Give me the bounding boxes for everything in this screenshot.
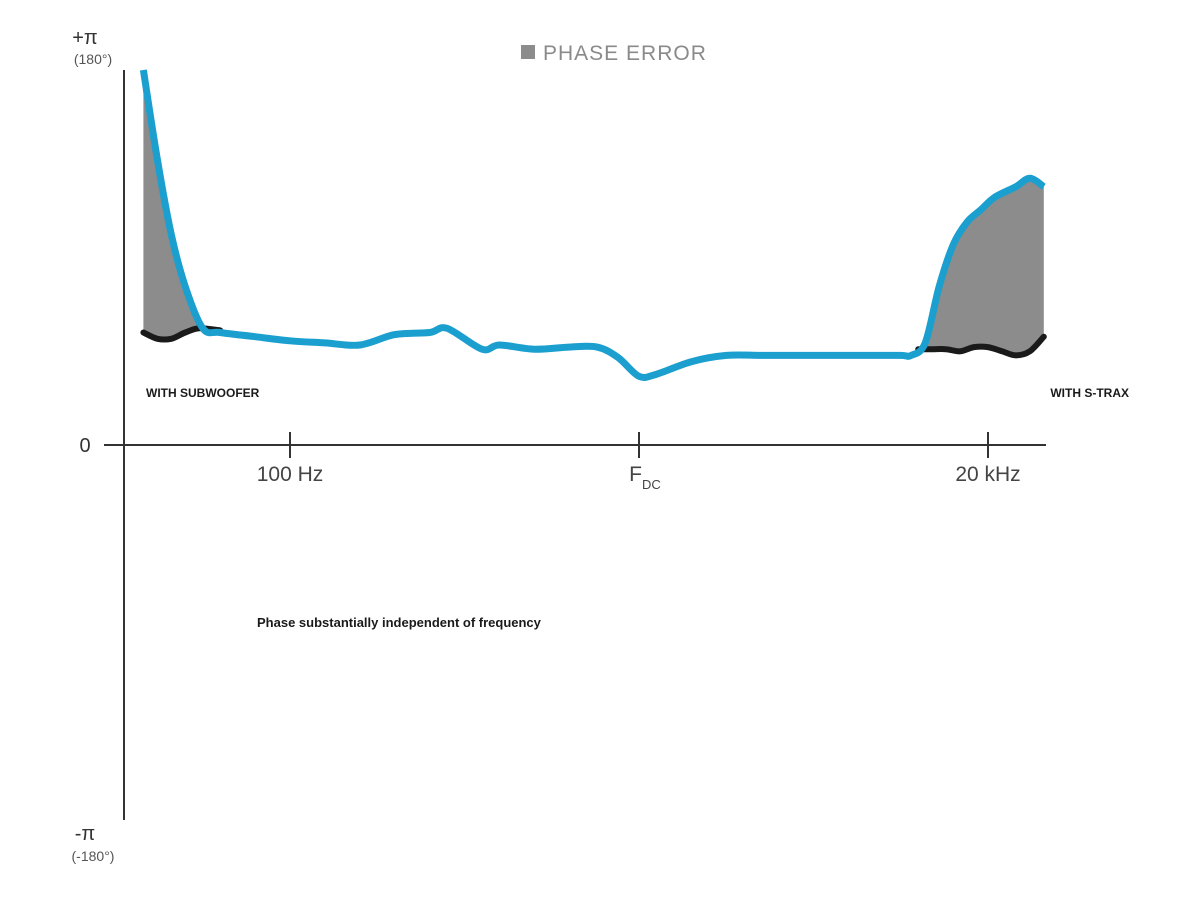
y-tick-label-3: -π <box>75 823 95 845</box>
y-tick-label-1: +π <box>72 27 97 49</box>
phase-error-area-2 <box>918 179 1044 356</box>
phase-error-area-group <box>143 70 1044 356</box>
x-tick-label-3: 20 kHz <box>955 463 1020 486</box>
legend-label-1: PHASE ERROR <box>543 42 707 65</box>
series-line-group <box>139 69 1047 381</box>
phase-response-line <box>139 69 1046 381</box>
y-tick-label-2: 0 <box>79 435 90 457</box>
reference-line-segment-2 <box>915 333 1047 359</box>
legend-swatch-1 <box>521 45 535 59</box>
annotation-3: Phase substantially independent of frequ… <box>257 615 542 630</box>
y-tick-sublabel-3: (-180°) <box>72 848 115 864</box>
annotation-2: WITH S-TRAX <box>1050 386 1129 400</box>
x-tick-label-2: F <box>629 463 642 486</box>
annotation-1: WITH SUBWOOFER <box>146 386 260 400</box>
labels-group: 100 Hz F DC 20 kHz +π (180°) 0 -π (-180°) PHASE E… <box>72 27 1129 864</box>
phase-error-area-1 <box>143 70 221 339</box>
x-tick-sublabel-2: DC <box>642 477 661 492</box>
x-tick-label-1: 100 Hz <box>257 463 324 486</box>
legend-item-1: PHASE ERROR <box>521 42 707 65</box>
y-tick-sublabel-1: (180°) <box>74 51 112 67</box>
axes-group <box>104 70 1046 820</box>
